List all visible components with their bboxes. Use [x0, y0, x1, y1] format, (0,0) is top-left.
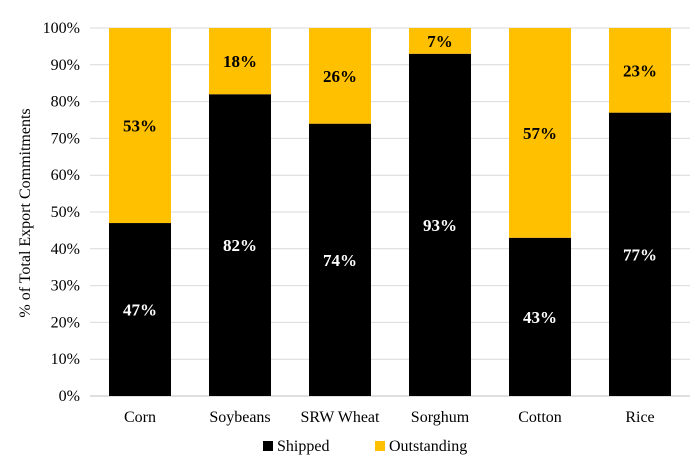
bar-outstanding-rice [609, 28, 671, 113]
legend-label-shipped: Shipped [277, 438, 329, 455]
y-tick-label: 0% [59, 388, 80, 405]
data-label: 74% [323, 251, 357, 270]
bar-outstanding-srw-wheat [309, 28, 371, 124]
x-tick-label: SRW Wheat [301, 409, 381, 426]
bar-shipped-corn [109, 223, 171, 396]
bar-outstanding-soybeans [209, 28, 271, 95]
legend-swatch-outstanding [375, 441, 385, 451]
bar-outstanding-cotton [509, 28, 571, 238]
bar-shipped-cotton [509, 237, 571, 396]
y-tick-label: 30% [51, 278, 80, 295]
bar-shipped-srw-wheat [309, 123, 371, 397]
bar-shipped-soybeans [209, 94, 271, 397]
x-tick-label: Cotton [518, 409, 562, 426]
y-tick-label: 60% [51, 167, 80, 184]
y-tick-label: 90% [51, 57, 80, 74]
data-label: 57% [523, 124, 557, 143]
bar-outstanding-corn [109, 28, 171, 224]
bar-shipped-rice [609, 112, 671, 396]
x-tick-label: Sorghum [411, 409, 470, 426]
data-label: 26% [323, 67, 357, 86]
bar-outstanding-sorghum [409, 28, 471, 54]
legend-swatch-shipped [263, 441, 273, 451]
bar-shipped-sorghum [409, 53, 471, 396]
data-label: 47% [123, 301, 157, 320]
x-tick-label: Soybeans [209, 409, 270, 426]
y-tick-label: 50% [51, 204, 80, 221]
data-label: 53% [123, 117, 157, 136]
gridlines [90, 27, 690, 397]
y-tick-label: 10% [51, 351, 80, 368]
data-label: 82% [223, 236, 257, 255]
data-label: 93% [423, 216, 457, 235]
y-tick-label: 40% [51, 241, 80, 258]
data-label: 43% [523, 308, 557, 327]
bars: 47% 53% 82% 18% 74% 26% 93% 7% 43% 57% 77% 23% [109, 28, 671, 397]
y-tick-label: 80% [51, 94, 80, 111]
data-label: 7% [427, 32, 453, 51]
data-label: 77% [623, 245, 657, 264]
legend-label-outstanding: Outstanding [389, 438, 467, 455]
data-label: 18% [223, 52, 257, 71]
y-tick-label: 20% [51, 314, 80, 331]
x-tick-label: Rice [625, 409, 654, 426]
legend: Shipped Outstanding [263, 438, 467, 455]
x-tick-labels: Corn Soybeans SRW Wheat Sorghum Cotton Rice [124, 409, 655, 426]
y-axis-title: % of Total Export Commitments [17, 108, 34, 317]
y-tick-labels: 0% 10% 20% 30% 40% 50% 60% 70% 80% 90% 100% [43, 20, 80, 405]
y-tick-label: 100% [43, 20, 80, 37]
x-tick-label: Corn [124, 409, 156, 426]
y-tick-label: 70% [51, 130, 80, 147]
data-label: 23% [623, 61, 657, 80]
